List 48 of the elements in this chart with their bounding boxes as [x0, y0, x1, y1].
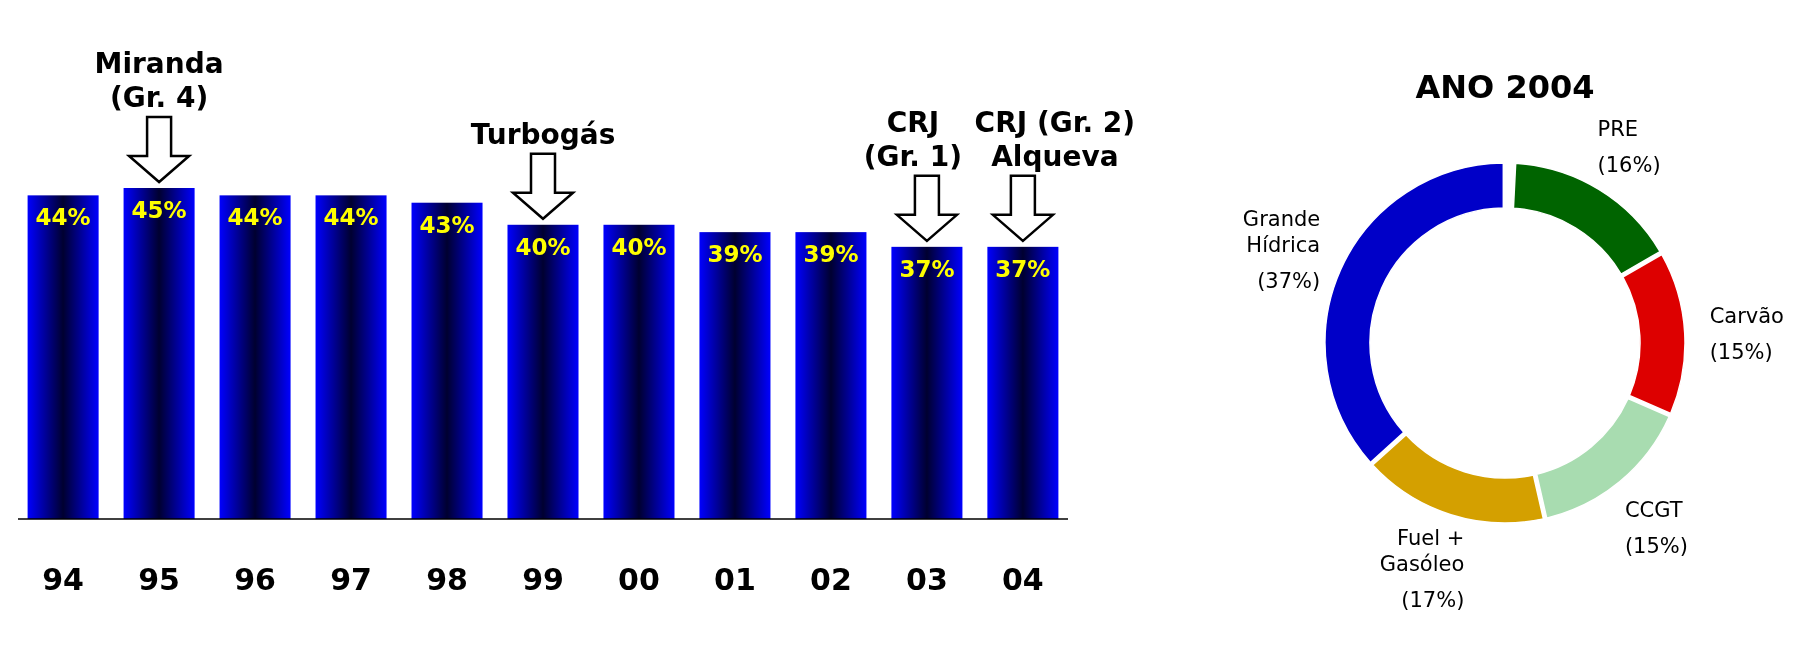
annotation: CRJ (Gr. 2) Alqueva — [974, 105, 1136, 173]
data-label: (15%) — [1624, 533, 1688, 558]
bar — [891, 246, 963, 519]
x-tick-label: 95 — [138, 562, 180, 597]
data-label: 43% — [419, 211, 475, 238]
data-label: 39% — [707, 241, 763, 268]
data-label: 44% — [35, 204, 91, 231]
bar — [795, 232, 867, 519]
bar — [699, 232, 771, 519]
x-tick-label: 99 — [522, 562, 564, 597]
x-tick-label: 04 — [1002, 562, 1044, 597]
annotation: CRJ (Gr. 1) — [863, 105, 963, 173]
data-label: 40% — [515, 233, 571, 260]
slice-label: Carvão — [1709, 303, 1784, 328]
data-label: 44% — [227, 204, 283, 231]
x-tick-label: 01 — [714, 562, 756, 597]
data-label: (15%) — [1709, 339, 1773, 364]
x-tick-label: 03 — [906, 562, 948, 597]
chart-title: ANO 2004 — [1415, 68, 1595, 106]
x-tick-label: 97 — [330, 562, 372, 597]
x-tick-label: 94 — [42, 562, 84, 597]
bar — [603, 224, 675, 519]
bar — [315, 195, 387, 519]
x-tick-label: 98 — [426, 562, 468, 597]
data-label: (17%) — [1401, 588, 1465, 613]
data-label: 39% — [803, 241, 859, 268]
slice-label: PRE — [1597, 116, 1639, 141]
slice-label: Fuel + Gasóleo — [1379, 526, 1465, 577]
bar — [987, 246, 1059, 519]
bar — [123, 188, 195, 519]
bar — [411, 202, 483, 519]
data-label: 37% — [899, 255, 955, 282]
x-tick-label: 00 — [618, 562, 660, 597]
slice-label: Grande Hídrica — [1242, 206, 1321, 257]
data-label: 45% — [131, 197, 187, 223]
data-label: (37%) — [1257, 268, 1321, 293]
data-label: (16%) — [1597, 152, 1661, 177]
bar — [507, 224, 579, 519]
slice-label: CCGT — [1624, 497, 1683, 522]
data-label: 40% — [611, 233, 667, 260]
annotation: Turbogás — [470, 117, 616, 151]
x-tick-label: 96 — [234, 562, 276, 597]
data-label: 44% — [323, 204, 379, 231]
data-label: 37% — [995, 255, 1051, 282]
bar — [219, 195, 291, 519]
bar — [27, 195, 99, 519]
annotation: Miranda (Gr. 4) — [94, 47, 224, 114]
x-tick-label: 02 — [810, 562, 852, 597]
